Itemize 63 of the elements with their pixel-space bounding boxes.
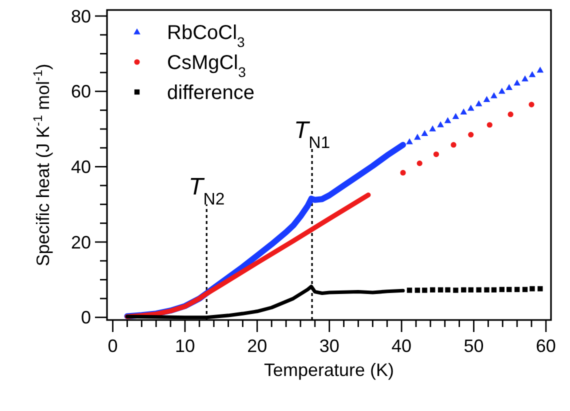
- point: [453, 288, 458, 293]
- point: [467, 104, 474, 111]
- point: [522, 75, 528, 82]
- point: [452, 113, 460, 119]
- x-tick-label: 40: [392, 336, 412, 356]
- point: [484, 287, 490, 292]
- x-axis-title: Temperature (K): [264, 360, 394, 380]
- point: [498, 88, 506, 94]
- point: [506, 286, 512, 292]
- point: [438, 287, 444, 292]
- point: [528, 71, 536, 78]
- point: [437, 121, 444, 128]
- point: [522, 286, 528, 292]
- y-tick-label: 40: [70, 156, 91, 177]
- point: [406, 138, 413, 144]
- point: [433, 151, 440, 158]
- annotation: T$_{N2}$: [188, 173, 225, 208]
- point: [414, 288, 420, 293]
- point: [483, 96, 490, 102]
- point: [444, 117, 452, 124]
- annotation: T$_{N1}$: [294, 116, 330, 152]
- x-tick-label: 10: [174, 336, 195, 356]
- x-tick-label: 20: [247, 336, 268, 356]
- y-tick-label: 80: [70, 6, 91, 26]
- point: [461, 287, 466, 292]
- y-tick-label: 20: [70, 232, 91, 252]
- point: [429, 125, 436, 132]
- y-tick-label: 0: [80, 308, 91, 328]
- point: [506, 84, 513, 90]
- point: [468, 287, 474, 292]
- point: [416, 160, 422, 166]
- y-tick-label: 60: [70, 82, 91, 102]
- point: [475, 100, 482, 106]
- x-tick-label: 50: [464, 336, 484, 356]
- point: [514, 286, 520, 292]
- point: [476, 287, 482, 292]
- legend-label: RbCoCl$_{3}$: [167, 22, 246, 50]
- point: [538, 286, 543, 292]
- point: [445, 287, 450, 292]
- point: [414, 134, 421, 140]
- point: [430, 287, 436, 292]
- line-series: [124, 192, 371, 320]
- x-tick-label: 0: [108, 336, 118, 356]
- point: [514, 79, 520, 86]
- point: [499, 286, 505, 292]
- legend-label: CsMgCl$_{3}$: [167, 52, 246, 80]
- legend-label: difference: [167, 82, 254, 104]
- point: [400, 170, 406, 176]
- point: [422, 288, 428, 293]
- point: [528, 102, 534, 108]
- point: [460, 108, 468, 114]
- point: [490, 92, 498, 98]
- point: [421, 130, 428, 136]
- point: [530, 286, 535, 292]
- point: [486, 122, 492, 128]
- x-tick-label: 30: [319, 336, 340, 356]
- point: [491, 287, 497, 292]
- x-tick-label: 60: [536, 336, 556, 356]
- point: [508, 112, 514, 118]
- point: [450, 142, 456, 148]
- point: [468, 132, 474, 138]
- point: [406, 288, 412, 293]
- point: [536, 66, 544, 73]
